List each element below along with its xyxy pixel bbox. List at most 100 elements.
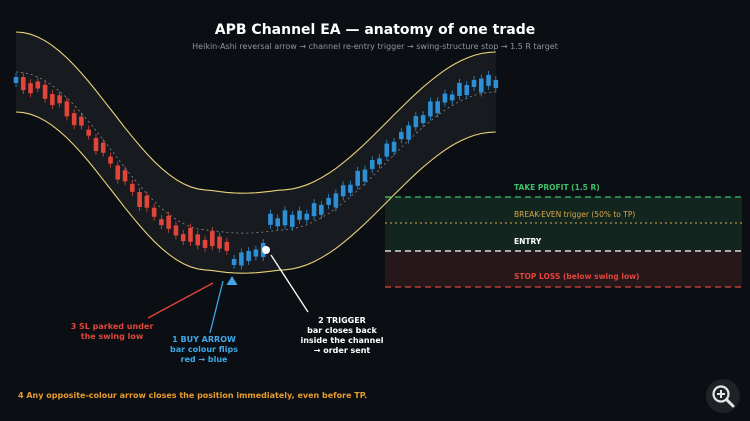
bull-candle xyxy=(311,203,317,217)
break-even-label: BREAK-EVEN trigger (50% to TP) xyxy=(514,210,635,219)
bear-candle xyxy=(115,165,121,180)
bear-candle xyxy=(188,227,193,242)
bull-candle xyxy=(449,94,455,101)
trigger-marker xyxy=(262,246,270,254)
bull-candle xyxy=(275,218,281,227)
bear-candle xyxy=(79,116,84,126)
bull-candle xyxy=(406,125,411,140)
bull-candle xyxy=(493,80,499,88)
bear-candle xyxy=(42,84,48,99)
chart-subtitle: Heikin-Ashi reversal arrow → channel re-… xyxy=(192,42,558,51)
bear-candle xyxy=(71,113,77,126)
trigger-annotation-line: bar closes back xyxy=(307,326,377,335)
bear-candle xyxy=(180,234,186,242)
bull-candle xyxy=(355,170,360,186)
chart-title: APB Channel EA — anatomy of one trade xyxy=(215,22,535,38)
bull-candle xyxy=(319,204,324,215)
sl-annotation-line: the swing low xyxy=(81,332,144,341)
bear-candle xyxy=(122,170,128,182)
bull-candle xyxy=(413,116,419,128)
bear-candle xyxy=(100,142,106,153)
bull-candle xyxy=(348,184,353,193)
bull-candle xyxy=(268,213,273,225)
bull-candle xyxy=(369,160,375,170)
trigger-pointer xyxy=(270,254,309,313)
entry-label: ENTRY xyxy=(514,237,542,246)
channel-lower-band xyxy=(15,111,496,274)
trigger-annotation: 2 TRIGGER bar closes back inside the cha… xyxy=(300,316,383,355)
bear-candle xyxy=(28,83,33,94)
bull-candle xyxy=(340,185,346,197)
bear-candle xyxy=(64,101,70,117)
bull-candle xyxy=(478,78,484,93)
channel-upper-band xyxy=(15,31,496,194)
bull-candle xyxy=(239,252,244,266)
sl-pointer xyxy=(147,282,214,319)
bull-candle xyxy=(253,249,259,257)
buy-arrow-marker xyxy=(226,276,238,285)
trigger-annotation-line: → order sent xyxy=(314,346,371,355)
stop-loss-label: STOP LOSS (below swing low) xyxy=(514,272,639,281)
take-profit-label: TAKE PROFIT (1.5 R) xyxy=(514,183,600,192)
bull-candle xyxy=(399,132,404,140)
bull-candle xyxy=(420,115,426,124)
bull-candle xyxy=(246,251,251,261)
profit-zone xyxy=(385,197,742,251)
bear-candle xyxy=(209,231,215,247)
bull-candle xyxy=(435,101,440,114)
bull-candle xyxy=(442,93,448,103)
bull-candle xyxy=(333,193,339,208)
bull-candle xyxy=(326,197,331,205)
bull-candle xyxy=(464,85,470,96)
bull-candle xyxy=(486,74,491,86)
bear-candle xyxy=(159,219,164,226)
buy-arrow-annotation-line: bar colour flips xyxy=(170,345,238,354)
bear-candle xyxy=(86,129,91,136)
bear-candle xyxy=(50,94,55,106)
sl-annotation-line: 3 SL parked under xyxy=(71,322,154,331)
bull-candle xyxy=(304,213,310,220)
bull-candle xyxy=(377,158,382,165)
zoom-in-icon xyxy=(712,385,735,408)
buy-arrow-annotation-line: red → blue xyxy=(181,355,229,364)
candles xyxy=(13,70,499,270)
bear-candle xyxy=(195,234,201,246)
bull-candle xyxy=(282,210,288,226)
bull-candle xyxy=(231,259,237,265)
level-zone: TAKE PROFIT (1.5 R) BREAK-EVEN trigger (… xyxy=(385,183,742,288)
price-channel xyxy=(15,31,496,274)
bear-candle xyxy=(202,239,208,248)
bear-candle xyxy=(35,81,41,89)
bull-candle xyxy=(384,143,390,157)
bear-candle xyxy=(151,207,157,217)
bull-candle xyxy=(457,82,462,96)
bull-candle xyxy=(391,141,397,152)
bear-candle xyxy=(137,192,142,208)
bear-candle xyxy=(144,195,150,208)
bear-candle xyxy=(173,225,179,236)
bull-candle xyxy=(13,77,19,83)
trigger-annotation-line: inside the channel xyxy=(300,336,383,345)
bear-candle xyxy=(20,77,26,91)
sl-annotation: 3 SL parked under the swing low xyxy=(71,322,154,341)
bull-candle xyxy=(471,79,477,87)
bull-candle xyxy=(362,169,368,182)
exit-note: 4 Any opposite-colour arrow closes the p… xyxy=(18,391,367,400)
buy-arrow-annotation: 1 BUY ARROW bar colour flips red → blue xyxy=(170,335,238,364)
bear-candle xyxy=(224,241,230,251)
loss-zone xyxy=(385,251,742,287)
buy-arrow-pointer xyxy=(209,280,224,334)
trigger-annotation-line: 2 TRIGGER xyxy=(318,316,366,325)
bull-candle xyxy=(428,101,433,117)
bear-candle xyxy=(130,183,135,192)
zoom-button[interactable] xyxy=(706,379,740,413)
bull-candle xyxy=(297,210,302,220)
buy-arrow-annotation-line: 1 BUY ARROW xyxy=(172,335,236,344)
bear-candle xyxy=(57,95,62,104)
bear-candle xyxy=(166,215,171,229)
bull-candle xyxy=(289,214,295,227)
bear-candle xyxy=(217,236,222,249)
bear-candle xyxy=(93,138,99,152)
